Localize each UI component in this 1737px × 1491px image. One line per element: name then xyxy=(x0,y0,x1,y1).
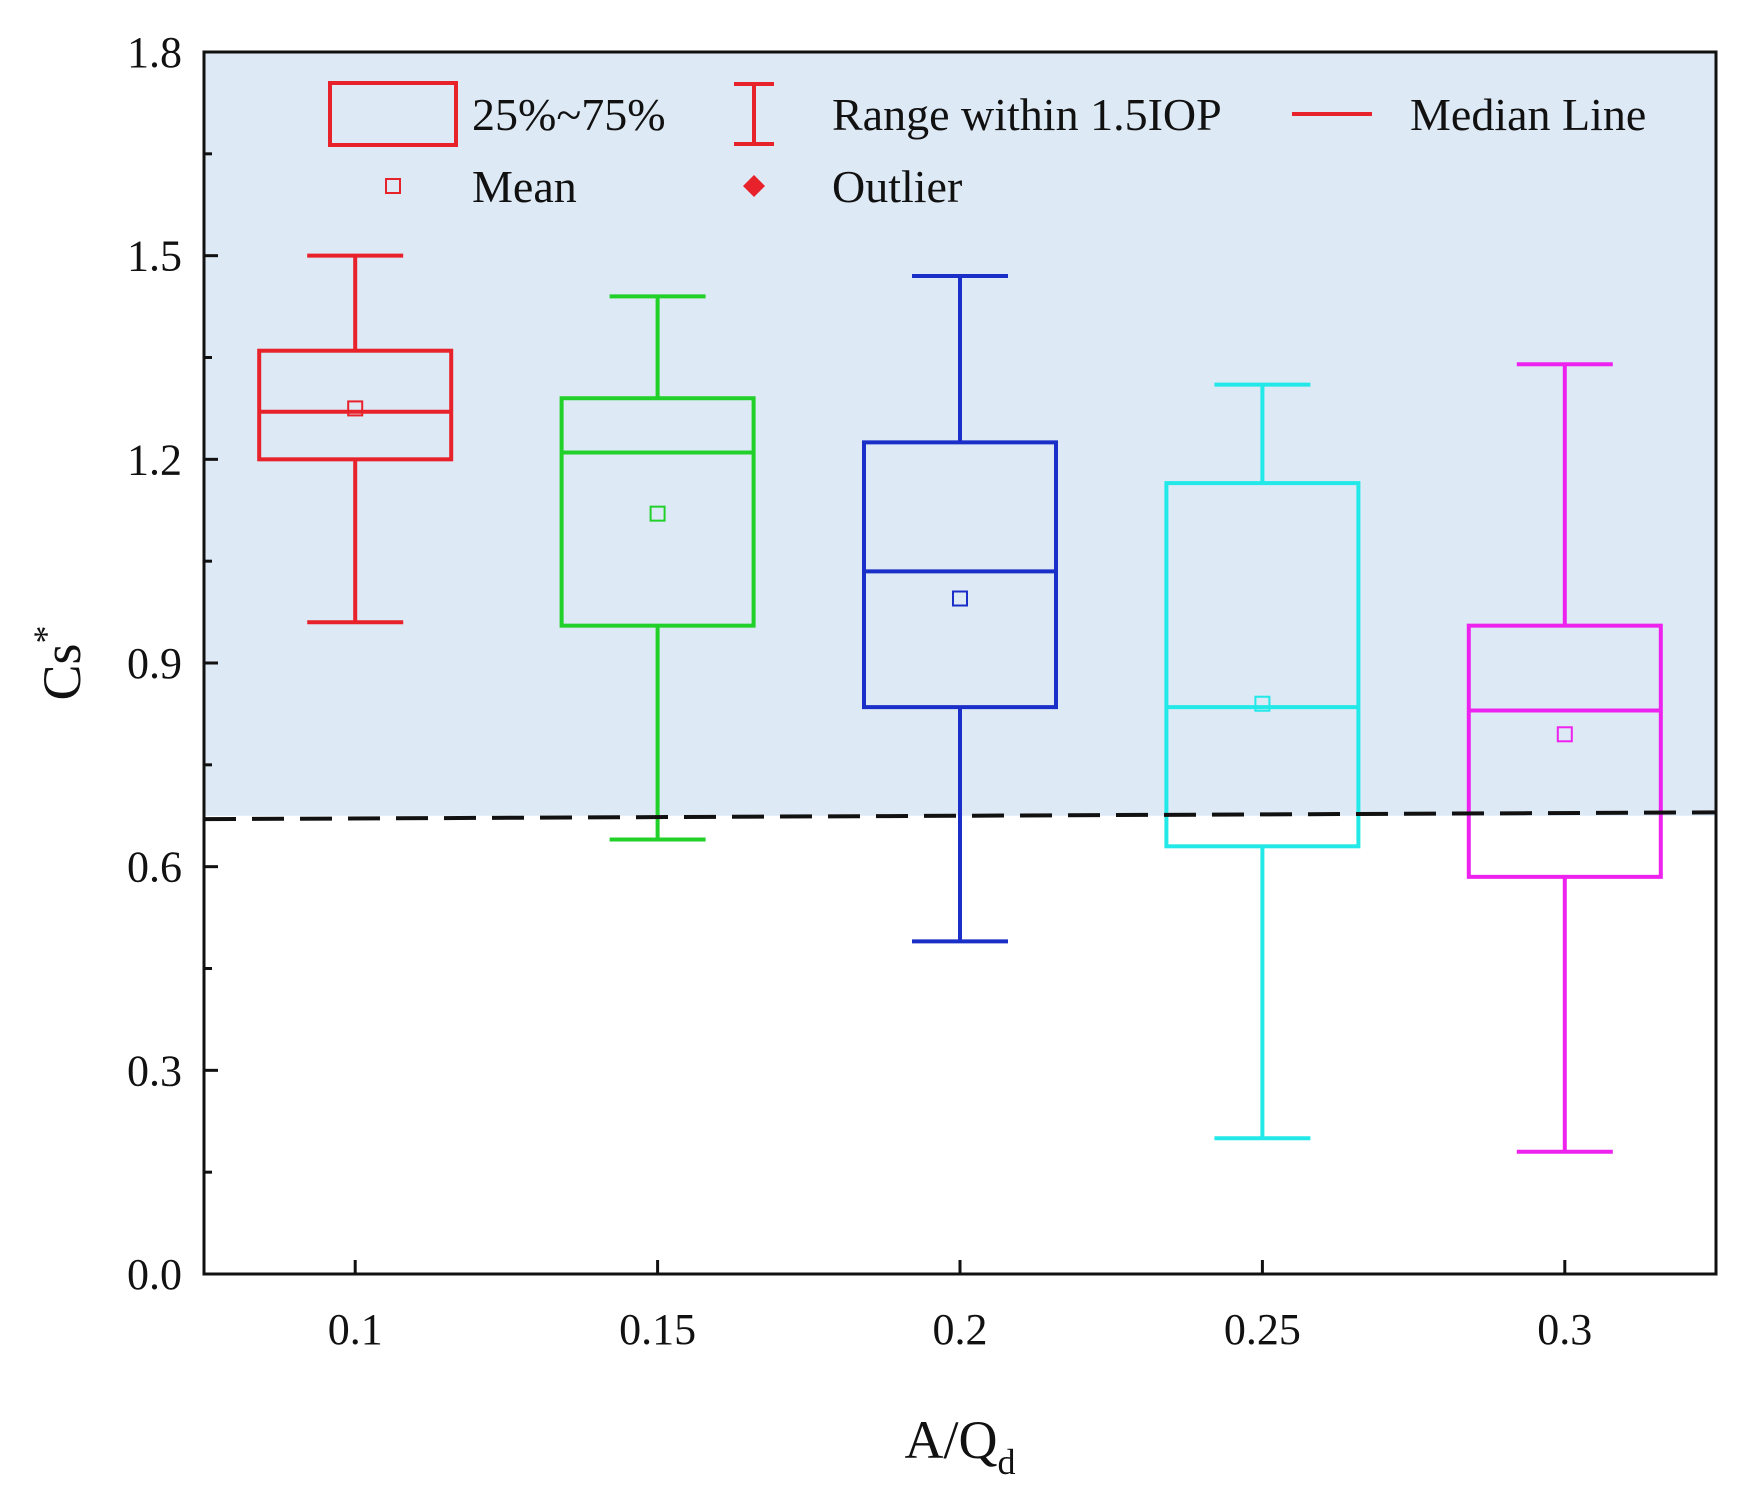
legend-label-range: Range within 1.5IOP xyxy=(832,89,1222,140)
y-axis-title: Cs* xyxy=(26,625,92,700)
box-iqr-0.3 xyxy=(1466,623,1663,879)
legend-mean-icon xyxy=(385,178,401,194)
box-iqr-0.25 xyxy=(1164,481,1361,849)
mean-marker-0.2 xyxy=(952,590,968,607)
y-tick-label-0.9: 0.9 xyxy=(127,639,182,688)
legend-outlier-icon xyxy=(743,175,765,197)
legend-label-mean: Mean xyxy=(472,161,577,212)
y-tick-label-1.2: 1.2 xyxy=(127,435,182,484)
box-iqr-0.15 xyxy=(559,396,756,628)
y-tick-label-1.8: 1.8 xyxy=(127,28,182,77)
legend-label-outlier: Outlier xyxy=(832,161,962,212)
threshold-dashed-line xyxy=(203,810,1717,822)
box-iqr-0.2 xyxy=(862,440,1058,710)
y-tick-label-0.6: 0.6 xyxy=(127,843,182,892)
x-axis-title-subscript: d xyxy=(998,1442,1016,1482)
y-axis-title-main: Cs xyxy=(32,643,92,700)
x-tick-label-0.1: 0.1 xyxy=(328,1305,383,1354)
legend-label-iqr: 25%~75% xyxy=(472,89,666,140)
y-axis-title-superscript: * xyxy=(26,625,66,643)
x-tick-label-0.25: 0.25 xyxy=(1224,1305,1301,1354)
x-tick-label-0.3: 0.3 xyxy=(1537,1305,1592,1354)
x-axis-title-main: A/Q xyxy=(905,1410,998,1470)
y-tick-label-1.5: 1.5 xyxy=(127,232,182,281)
x-tick-label-0.2: 0.2 xyxy=(933,1305,988,1354)
x-axis-title: A/Qd xyxy=(905,1410,1016,1482)
x-tick-label-0.15: 0.15 xyxy=(619,1305,696,1354)
mean-marker-0.15 xyxy=(649,505,666,522)
mean-marker-0.1 xyxy=(347,400,364,417)
mean-marker-0.3 xyxy=(1556,726,1573,743)
legend-box-icon xyxy=(328,81,458,147)
box-iqr-0.1 xyxy=(257,348,454,462)
mean-marker-0.25 xyxy=(1254,695,1271,712)
y-tick-label-0.0: 0.0 xyxy=(127,1250,182,1299)
y-tick-label-0.3: 0.3 xyxy=(127,1046,182,1095)
legend-label-median: Median Line xyxy=(1410,89,1646,140)
